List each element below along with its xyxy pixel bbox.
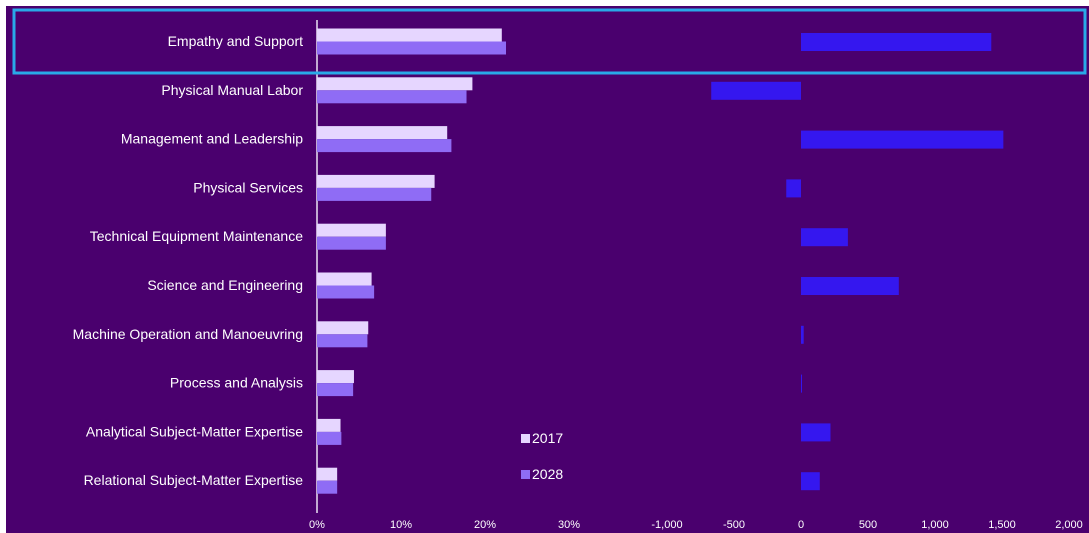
share-tick-label: 30% — [558, 519, 580, 531]
chart-background — [6, 6, 1089, 533]
change-tick-label: 2,000 — [1055, 519, 1083, 531]
change-tick-label: 500 — [859, 519, 877, 531]
category-label-technical-equipment-maintenance: Technical Equipment Maintenance — [90, 228, 303, 244]
legend-swatch-2017 — [521, 434, 530, 443]
change-bar-technical-equipment-maintenance — [801, 228, 848, 247]
bar-2028-physical-services — [317, 187, 432, 201]
category-label-physical-manual-labor: Physical Manual Labor — [161, 82, 303, 98]
bar-2017-analytical-subject-matter-expertise — [317, 418, 341, 432]
category-label-process-and-analysis: Process and Analysis — [170, 375, 303, 391]
selected-row-highlight[interactable] — [12, 8, 1087, 75]
change-tick-label: -500 — [723, 519, 745, 531]
share-axis-ticks: 0% 10% 20% 30% — [309, 519, 580, 531]
change-bar-machine-operation-and-manoeuvring — [801, 325, 804, 344]
category-label-machine-operation-and-manoeuvring: Machine Operation and Manoeuvring — [73, 326, 303, 342]
change-axis-ticks: -1,000 -500 0 500 1,000 1,500 2,000 — [651, 519, 1082, 531]
change-bar-science-and-engineering — [801, 277, 899, 295]
share-tick-label: 10% — [390, 519, 412, 531]
change-bar-management-and-leadership — [801, 130, 1004, 149]
bar-2028-machine-operation-and-manoeuvring — [317, 334, 368, 348]
share-tick-label: 0% — [309, 519, 325, 531]
change-bar-relational-subject-matter-expertise — [801, 472, 820, 491]
bar-2017-machine-operation-and-manoeuvring — [317, 321, 369, 335]
category-label-management-and-leadership: Management and Leadership — [121, 131, 303, 147]
bar-2017-relational-subject-matter-expertise — [317, 467, 338, 481]
bar-2028-empathy-and-support — [317, 41, 506, 55]
category-label-empathy-and-support: Empathy and Support — [168, 33, 304, 49]
bar-2028-management-and-leadership — [317, 139, 452, 153]
bar-2028-process-and-analysis — [317, 383, 354, 397]
bar-2028-science-and-engineering — [317, 285, 375, 299]
bar-2028-physical-manual-labor — [317, 90, 467, 104]
change-bar-empathy-and-support — [801, 33, 992, 51]
change-bar-process-and-analysis — [801, 374, 802, 393]
change-bar-analytical-subject-matter-expertise — [801, 423, 831, 442]
change-tick-label: 1,500 — [988, 519, 1016, 531]
category-label-physical-services: Physical Services — [193, 179, 303, 195]
category-label-science-and-engineering: Science and Engineering — [147, 277, 303, 293]
legend-label-2028: 2028 — [532, 466, 563, 482]
bar-2017-physical-services — [317, 174, 435, 188]
bar-2028-relational-subject-matter-expertise — [317, 480, 338, 494]
change-tick-label: 0 — [798, 519, 804, 531]
bar-2028-analytical-subject-matter-expertise — [317, 431, 342, 445]
share-bars — [317, 28, 506, 494]
change-bar-physical-manual-labor — [711, 81, 801, 100]
category-label-relational-subject-matter-expertise: Relational Subject-Matter Expertise — [84, 472, 304, 488]
change-bar-physical-services — [786, 179, 801, 198]
change-tick-label: -1,000 — [651, 519, 682, 531]
bar-2017-science-and-engineering — [317, 272, 372, 286]
bar-2028-technical-equipment-maintenance — [317, 236, 386, 250]
legend-swatch-2028 — [521, 470, 530, 479]
bar-2017-physical-manual-labor — [317, 77, 473, 91]
change-tick-label: 1,000 — [921, 519, 949, 531]
category-labels: Empathy and Support Physical Manual Labor… — [73, 33, 304, 488]
bar-2017-empathy-and-support — [317, 28, 502, 42]
bar-2017-process-and-analysis — [317, 370, 354, 384]
share-tick-label: 20% — [474, 519, 496, 531]
legend: 2017 2028 — [521, 430, 563, 482]
bar-2017-management-and-leadership — [317, 126, 448, 140]
bar-2017-technical-equipment-maintenance — [317, 223, 386, 237]
legend-label-2017: 2017 — [532, 430, 563, 446]
category-label-analytical-subject-matter-expertise: Analytical Subject-Matter Expertise — [86, 423, 303, 439]
change-bars — [711, 33, 1004, 491]
